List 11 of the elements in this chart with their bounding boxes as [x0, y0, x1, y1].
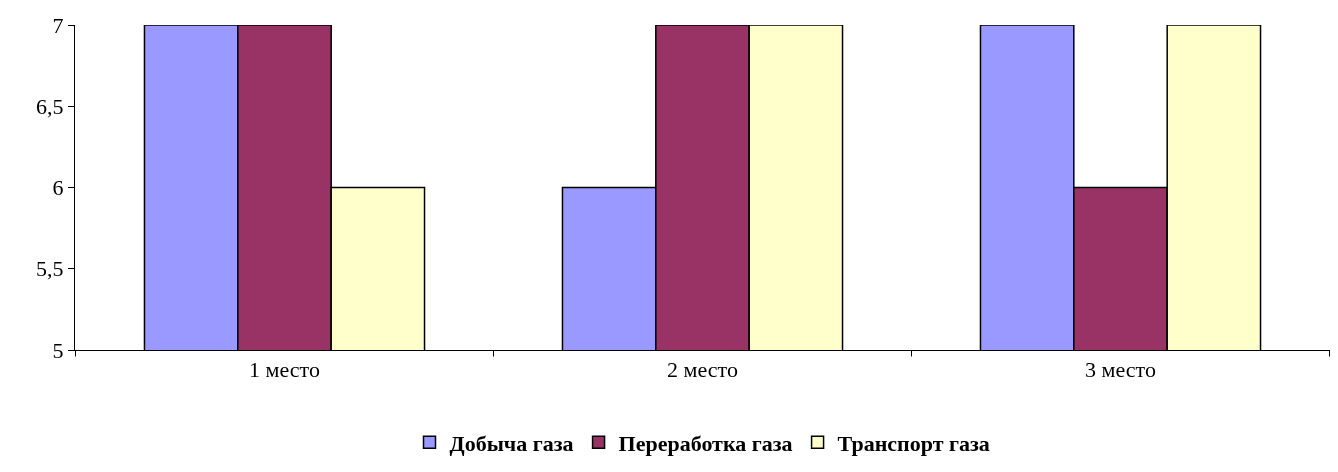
y-tick-label: 6	[52, 175, 64, 201]
y-tick-label: 6,5	[36, 93, 64, 119]
x-tick-label: 3 место	[1085, 357, 1156, 383]
y-tick-label: 7	[52, 12, 64, 38]
y-tick-label: 5,5	[36, 256, 64, 282]
legend-label: Транспорт газа	[837, 430, 990, 456]
legend-label: Переработка газа	[618, 430, 793, 456]
x-tick-label: 1 место	[249, 357, 320, 383]
legend-label: Добыча газа	[449, 430, 574, 456]
x-tick-label: 2 место	[667, 357, 738, 383]
y-tick-label: 5	[52, 337, 64, 363]
